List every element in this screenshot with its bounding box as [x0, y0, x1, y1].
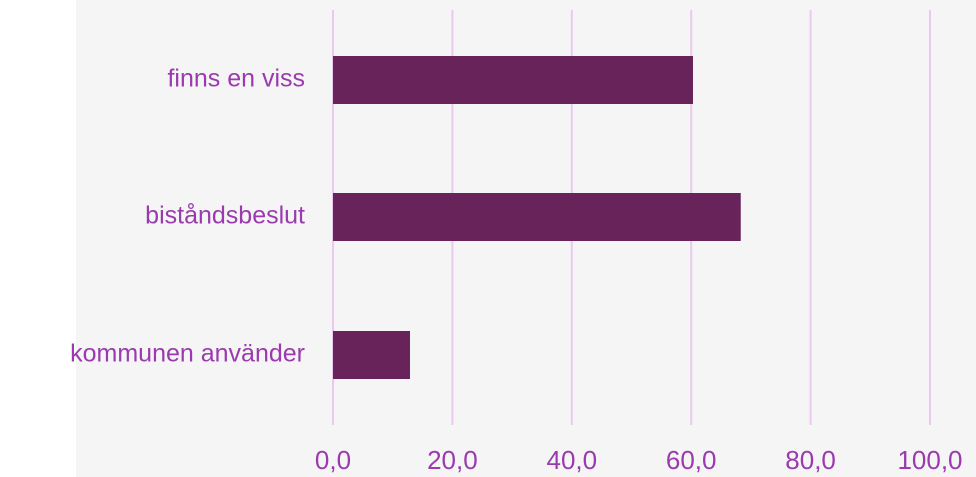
y-tick-label: biståndsbeslut: [145, 202, 305, 230]
y-tick-label: finns en viss: [167, 65, 305, 93]
bar: [333, 193, 741, 241]
x-tick-label: 20,0: [427, 445, 478, 475]
x-tick-label: 60,0: [666, 445, 717, 475]
x-tick-label: 0,0: [315, 445, 351, 475]
y-tick-label: kommunen använder: [70, 340, 305, 368]
x-tick-label: 100,0: [897, 445, 962, 475]
x-tick-label: 80,0: [785, 445, 836, 475]
bar: [333, 331, 411, 379]
bar: [333, 56, 693, 104]
x-tick-label: 40,0: [546, 445, 597, 475]
